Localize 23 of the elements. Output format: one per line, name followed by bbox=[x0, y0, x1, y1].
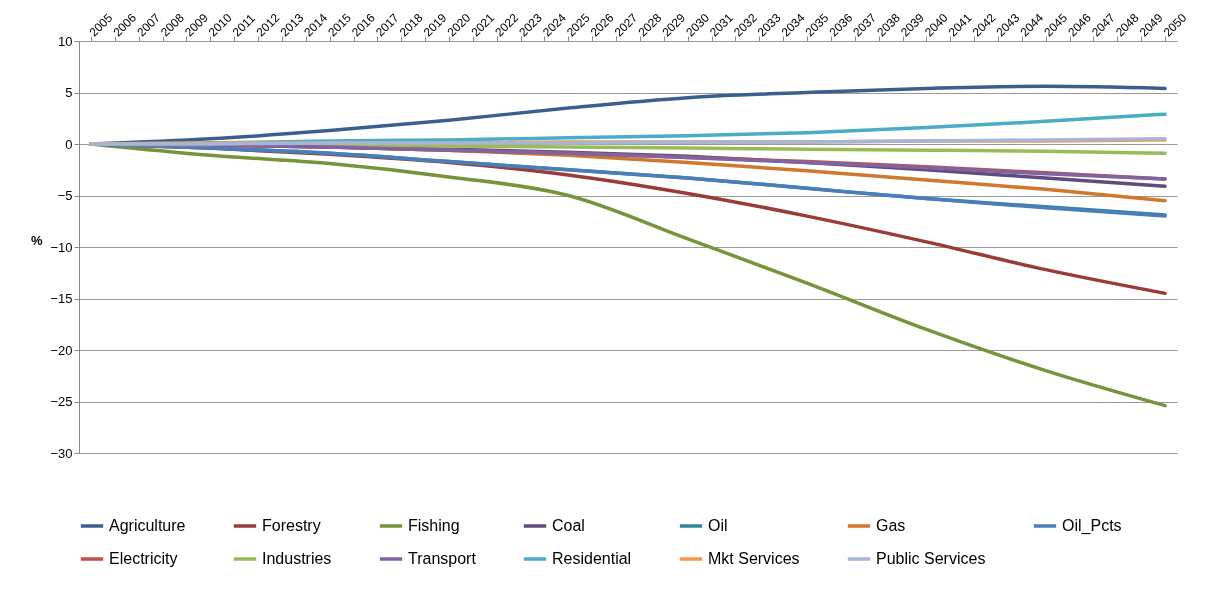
y-tick-label: −30 bbox=[50, 445, 73, 461]
legend-label: Agriculture bbox=[109, 517, 186, 534]
legend-label: Fishing bbox=[408, 517, 460, 534]
y-tick-label: −20 bbox=[50, 342, 73, 358]
legend-label: Industries bbox=[262, 550, 332, 567]
legend-label: Coal bbox=[552, 517, 585, 534]
legend-label: Transport bbox=[408, 550, 477, 567]
legend-label: Oil bbox=[708, 517, 728, 534]
y-tick-label: −5 bbox=[57, 188, 73, 203]
y-axis-title: % bbox=[30, 232, 43, 248]
legend-label: Forestry bbox=[262, 517, 321, 534]
legend-label: Oil_Pcts bbox=[1062, 517, 1122, 535]
y-tick-label: −15 bbox=[50, 291, 73, 306]
legend-label: Residential bbox=[552, 550, 632, 567]
y-tick-label: 0 bbox=[65, 136, 73, 152]
y-tick-label: −10 bbox=[50, 239, 73, 255]
legend-label: Public Services bbox=[876, 550, 986, 567]
y-tick-label: 5 bbox=[65, 85, 73, 100]
legend-label: Electricity bbox=[109, 550, 178, 567]
y-tick-label: −25 bbox=[50, 394, 73, 409]
legend-label: Gas bbox=[876, 517, 906, 534]
legend-label: Mkt Services bbox=[708, 550, 800, 567]
y-tick-label: 10 bbox=[58, 33, 73, 49]
